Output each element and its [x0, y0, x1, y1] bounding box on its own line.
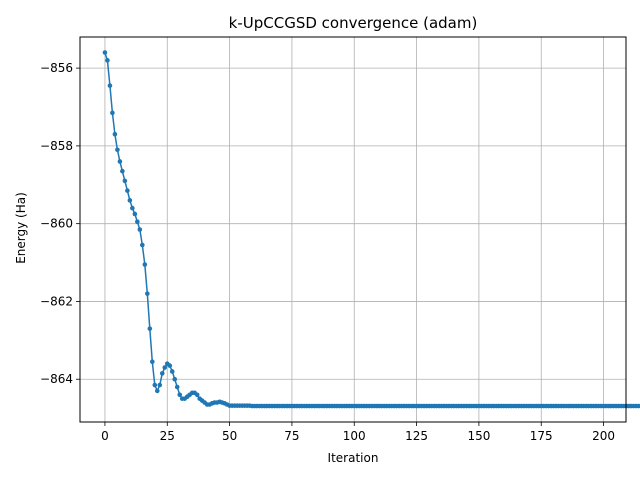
- data-point: [107, 83, 113, 88]
- data-point: [150, 359, 155, 365]
- data-point: [135, 219, 140, 225]
- data-point: [157, 382, 163, 388]
- plot-frame: [79, 36, 627, 423]
- data-point: [102, 50, 108, 55]
- data-point: [110, 110, 115, 116]
- y-tick-label: −858: [40, 139, 73, 153]
- data-point: [132, 211, 138, 217]
- data-point: [174, 384, 180, 390]
- x-tick-label: 100: [343, 429, 366, 443]
- x-tick-label: 75: [284, 429, 299, 443]
- data-point: [154, 388, 160, 394]
- data-point: [145, 291, 150, 296]
- data-point: [169, 369, 175, 374]
- data-point: [105, 58, 110, 63]
- data-series: [102, 50, 640, 409]
- x-axis-label: Iteration: [328, 451, 379, 465]
- data-point: [117, 159, 123, 164]
- data-point: [120, 168, 125, 174]
- y-tick-label: −864: [40, 372, 73, 386]
- y-tick-label: −856: [40, 61, 73, 75]
- x-tick-label: 50: [222, 429, 237, 443]
- axis-ticks: 0 25 50 75 100 125 150 175 200 −864 −862 −860 −858 −8…: [40, 61, 615, 443]
- data-point: [194, 392, 200, 398]
- data-point: [125, 188, 130, 193]
- data-point: [137, 227, 143, 232]
- x-tick-label: 125: [405, 429, 428, 443]
- chart-title: k-UpCCGSD convergence (adam): [229, 14, 478, 32]
- grid-lines: [80, 37, 626, 422]
- data-point: [142, 262, 148, 267]
- data-point: [140, 242, 145, 248]
- data-point: [122, 178, 128, 184]
- data-point: [159, 371, 165, 376]
- data-point: [152, 382, 158, 388]
- data-point: [115, 147, 120, 153]
- data-point: [162, 365, 168, 370]
- y-axis-label: Energy (Ha): [14, 192, 28, 264]
- x-tick-label: 0: [101, 429, 109, 443]
- data-point: [167, 363, 173, 368]
- x-tick-label: 200: [592, 429, 615, 443]
- data-point: [130, 205, 135, 211]
- x-tick-label: 150: [467, 429, 490, 443]
- data-point: [112, 131, 118, 137]
- data-point: [127, 198, 133, 203]
- x-tick-label: 175: [530, 429, 553, 443]
- x-tick-label: 25: [160, 429, 175, 443]
- data-point: [177, 392, 183, 398]
- data-point: [172, 376, 178, 382]
- y-tick-label: −862: [40, 294, 73, 308]
- data-point: [147, 326, 153, 331]
- y-tick-label: −860: [40, 217, 73, 231]
